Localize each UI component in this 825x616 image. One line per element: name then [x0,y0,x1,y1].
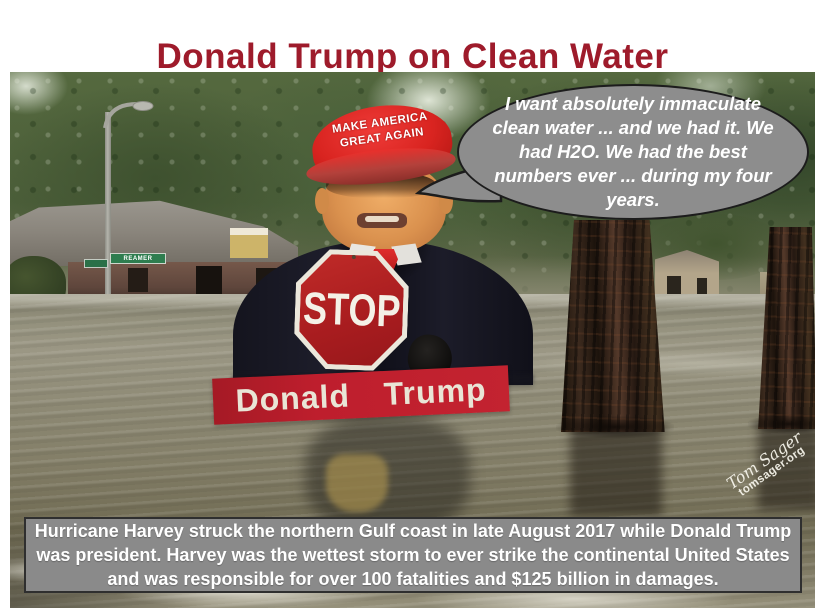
streetlight-arm [103,101,154,129]
caption-text: Hurricane Harvey struck the northern Gul… [34,520,792,590]
trump-ear [315,188,329,214]
distant-house [655,250,719,302]
trump-teeth [365,216,399,222]
page-title: Donald Trump on Clean Water [156,37,669,77]
street-sign: REAMER [110,253,166,264]
cross-street-sign [84,259,108,268]
banner-label: Donald Trump [234,370,488,419]
street-sign-label: REAMER [123,255,153,262]
house-window [128,268,148,292]
streetlight-pole [105,112,111,304]
tan-house-wall [230,228,268,258]
caption-box: Hurricane Harvey struck the northern Gul… [24,517,802,593]
speech-bubble-text: I want absolutely immaculate clean water… [492,92,774,211]
stop-sign-screw [351,254,356,260]
water-ripple [748,414,815,434]
speech-bubble: I want absolutely immaculate clean water… [457,84,809,220]
tree-trunk-left [561,220,665,432]
yellow-sign-reflection [326,454,388,512]
trunk-reflection [758,422,815,510]
water-ripple [556,416,674,438]
trunk-reflection [570,424,662,516]
flood-photo: REAMER MAKE AMERICA GREAT AGAIN [10,72,815,608]
stop-sign: STOP [293,248,410,372]
stop-sign-label: STOP [301,282,402,337]
